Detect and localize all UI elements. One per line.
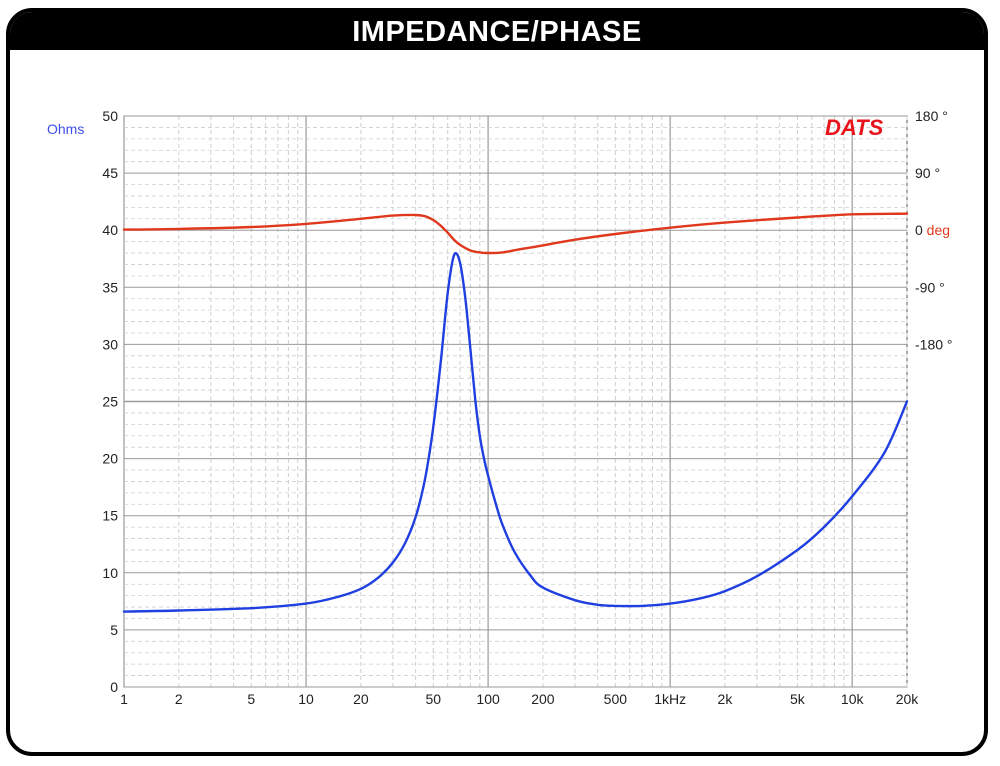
x-tick-label: 2k [718, 691, 734, 707]
y-left-tick-label: 50 [102, 108, 118, 124]
tick-labels: 1 2 5 10 20 50 100 200 500 1kHz 2k 5k 10k 20k05101520… [102, 108, 952, 707]
y-left-tick-label: 45 [102, 165, 118, 181]
y-right-tick-label: -90 ° [915, 279, 945, 295]
y-left-tick-label: 35 [102, 279, 118, 295]
y-left-tick-label: 20 [102, 451, 118, 467]
y-right-tick-label: 180 ° [915, 108, 948, 124]
y-right-tick-label: 90 ° [915, 165, 940, 181]
x-tick-label: 1kHz [654, 691, 686, 707]
y-left-tick-label: 25 [102, 394, 118, 410]
y-left-unit-label: Ohms [47, 121, 84, 137]
y-left-tick-label: 40 [102, 222, 118, 238]
y-left-tick-label: 15 [102, 508, 118, 524]
impedance-curve [122, 252, 909, 613]
chart-title: IMPEDANCE/PHASE [10, 12, 984, 50]
x-tick-label: 500 [604, 691, 628, 707]
x-tick-label: 200 [531, 691, 555, 707]
x-tick-label: 5 [247, 691, 255, 707]
y-left-tick-label: 30 [102, 336, 118, 352]
y-left-tick-label: 10 [102, 565, 118, 581]
y-right-unit-label: deg [923, 222, 950, 238]
x-tick-label: 2 [175, 691, 183, 707]
dats-logo: DATS [825, 115, 884, 140]
x-tick-label: 5k [790, 691, 806, 707]
curves [122, 212, 909, 613]
x-tick-label: 20k [896, 691, 920, 707]
grid [123, 115, 908, 688]
y-right-tick-label: -180 ° [915, 336, 953, 352]
x-tick-label: 50 [426, 691, 442, 707]
x-tick-label: 1 [120, 691, 128, 707]
x-tick-label: 10k [841, 691, 865, 707]
y-left-tick-label: 0 [110, 679, 118, 695]
x-tick-label: 10 [298, 691, 314, 707]
phase-curve [122, 212, 909, 255]
x-tick-label: 20 [353, 691, 369, 707]
y-left-tick-label: 5 [110, 622, 118, 638]
y-right-tick-label: 0 deg [915, 222, 950, 238]
x-tick-label: 100 [476, 691, 500, 707]
